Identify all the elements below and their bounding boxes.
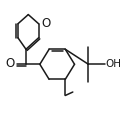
Text: OH: OH [105,59,121,69]
Text: O: O [6,57,15,70]
Text: O: O [42,17,51,30]
